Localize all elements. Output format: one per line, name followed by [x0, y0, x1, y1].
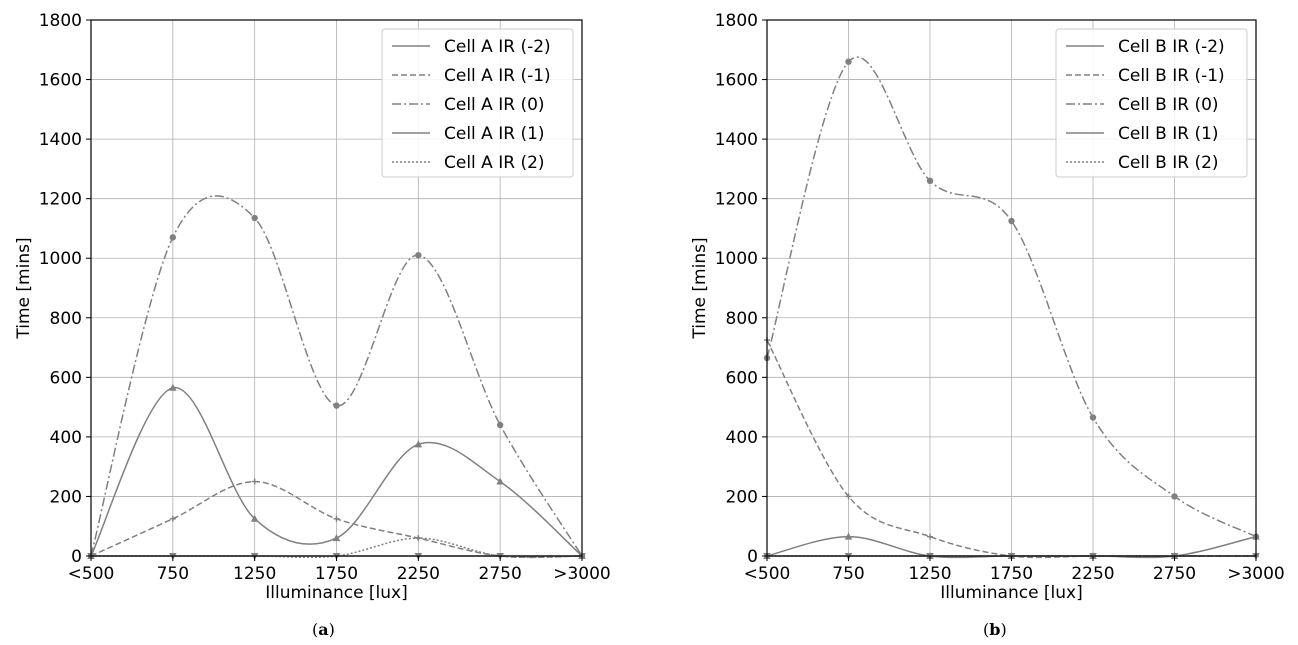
data-point: [845, 58, 852, 65]
x-tick-label: <500: [744, 564, 791, 584]
series-line: [87, 383, 586, 559]
data-point: [250, 514, 259, 522]
y-tick-label: 1400: [39, 130, 82, 150]
y-axis-label: Time [mins]: [14, 237, 34, 339]
x-tick-label: <500: [68, 564, 115, 584]
y-tick-label: 200: [50, 487, 82, 507]
data-point: [169, 383, 177, 391]
legend-label: Cell B IR (1): [1118, 124, 1219, 144]
subfigure-label-a: a: [318, 620, 329, 639]
y-tick-label: 1600: [715, 71, 758, 91]
x-tick-label: 2250: [1071, 564, 1114, 584]
legend-label: Cell B IR (2): [1118, 153, 1219, 173]
x-axis-label: Illuminance [lux]: [265, 583, 408, 603]
data-point: [496, 477, 504, 485]
chart-panel-a: <500 750 1250 1750 2250 2750 >3000 0 200 400 600 80…: [14, 11, 611, 603]
data-point: [415, 252, 422, 259]
y-tick-label: 800: [726, 309, 758, 329]
x-tick-label: 2250: [397, 564, 440, 584]
x-tick-label: >3000: [553, 564, 611, 584]
y-tick-label: 1800: [715, 11, 758, 31]
x-tick-label: >3000: [1227, 564, 1285, 584]
series-path: [766, 56, 1257, 538]
chart-panel-b: <500 750 1250 1750 2250 2750 >3000 0 200 400 600 80…: [690, 11, 1285, 603]
y-tick-label: 200: [726, 487, 758, 507]
data-point: [845, 493, 852, 500]
legend-label: Cell A IR (2): [444, 153, 545, 173]
y-tick-label: 600: [726, 368, 758, 388]
y-tick-label: 1400: [715, 130, 758, 150]
y-tick-label: 800: [50, 309, 82, 329]
data-point: [251, 214, 258, 222]
y-tick-label: 1200: [39, 190, 82, 210]
y-tick-label: 0: [747, 547, 758, 567]
x-tick-label: 2750: [479, 564, 522, 584]
data-point: [251, 478, 258, 485]
data-point: [169, 234, 177, 241]
data-point: [333, 515, 340, 522]
y-tick-label: 1200: [715, 190, 758, 210]
data-point: [169, 515, 176, 522]
data-point: [333, 402, 340, 409]
y-tick-label: 400: [50, 428, 82, 448]
x-tick-label: 1750: [990, 564, 1033, 584]
legend-box: [1055, 28, 1248, 178]
legend-label: Cell B IR (-2): [1118, 37, 1225, 57]
y-tick-label: 1600: [39, 71, 82, 91]
data-point: [844, 532, 853, 540]
x-tick-label: 1250: [908, 564, 951, 584]
y-tick-label: 1000: [39, 249, 82, 269]
data-point: [927, 533, 933, 540]
legend: Cell B IR (-2) Cell B IR (-1) Cell B IR (0…: [1055, 28, 1248, 178]
data-point: [926, 177, 934, 184]
data-point: [496, 421, 504, 429]
x-tick-label: 2750: [1153, 564, 1196, 584]
x-tick-label: 1250: [233, 564, 276, 584]
data-point: [1171, 493, 1178, 500]
legend-label: Cell A IR (0): [444, 95, 545, 115]
subfigure-caption-b: (b): [983, 620, 1007, 639]
legend-label: Cell B IR (-1): [1118, 66, 1225, 86]
x-tick-label: 1750: [315, 564, 358, 584]
subfigure-caption-a: (a): [312, 620, 335, 639]
y-tick-label: 600: [50, 368, 82, 388]
data-point: [416, 536, 420, 540]
legend-label: Cell A IR (1): [444, 124, 545, 144]
y-tick-label: 400: [726, 428, 758, 448]
legend-label: Cell A IR (-1): [444, 66, 551, 86]
x-tick-label: 750: [157, 564, 189, 584]
x-tick-label: 750: [832, 564, 864, 584]
legend: Cell A IR (-2) Cell A IR (-1) Cell A IR (0…: [381, 28, 574, 178]
y-axis-label: Time [mins]: [690, 237, 710, 339]
data-point: [1008, 217, 1015, 225]
legend-label: Cell B IR (0): [1118, 95, 1219, 115]
data-point: [414, 440, 423, 448]
x-axis-label: Illuminance [lux]: [940, 583, 1083, 603]
data-point: [332, 534, 341, 542]
legend-box: [381, 28, 574, 178]
legend-label: Cell A IR (-2): [444, 37, 551, 57]
data-point: [1089, 414, 1097, 421]
y-tick-label: 1000: [715, 249, 758, 269]
y-tick-label: 1800: [39, 11, 82, 31]
subfigure-label-b: b: [989, 620, 1001, 639]
y-tick-label: 0: [71, 547, 82, 567]
